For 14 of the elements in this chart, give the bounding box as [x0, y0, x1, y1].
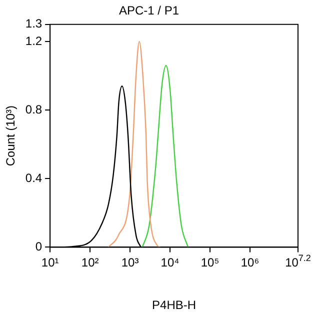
x-tick-label: 10⁶: [240, 256, 260, 270]
chart-title: APC-1 / P1: [118, 4, 180, 18]
y-tick-label: 0: [35, 240, 42, 254]
x-tick-label: 10¹: [41, 256, 59, 270]
y-tick-label: 1.3: [25, 16, 42, 31]
x-tick-label: 10²: [81, 256, 99, 270]
x-tick-label: 10⁵: [200, 256, 220, 270]
x-tick-label: 10³: [121, 256, 139, 270]
y-tick-label: 0.8: [25, 102, 42, 116]
y-tick-label: 1.2: [25, 34, 42, 48]
y-axis-title: Count (10³): [4, 105, 18, 166]
y-tick-label: 0.4: [25, 170, 42, 185]
x-tick-label: 10⁴: [160, 256, 180, 270]
x-axis-title: P4HB-H: [152, 298, 196, 312]
